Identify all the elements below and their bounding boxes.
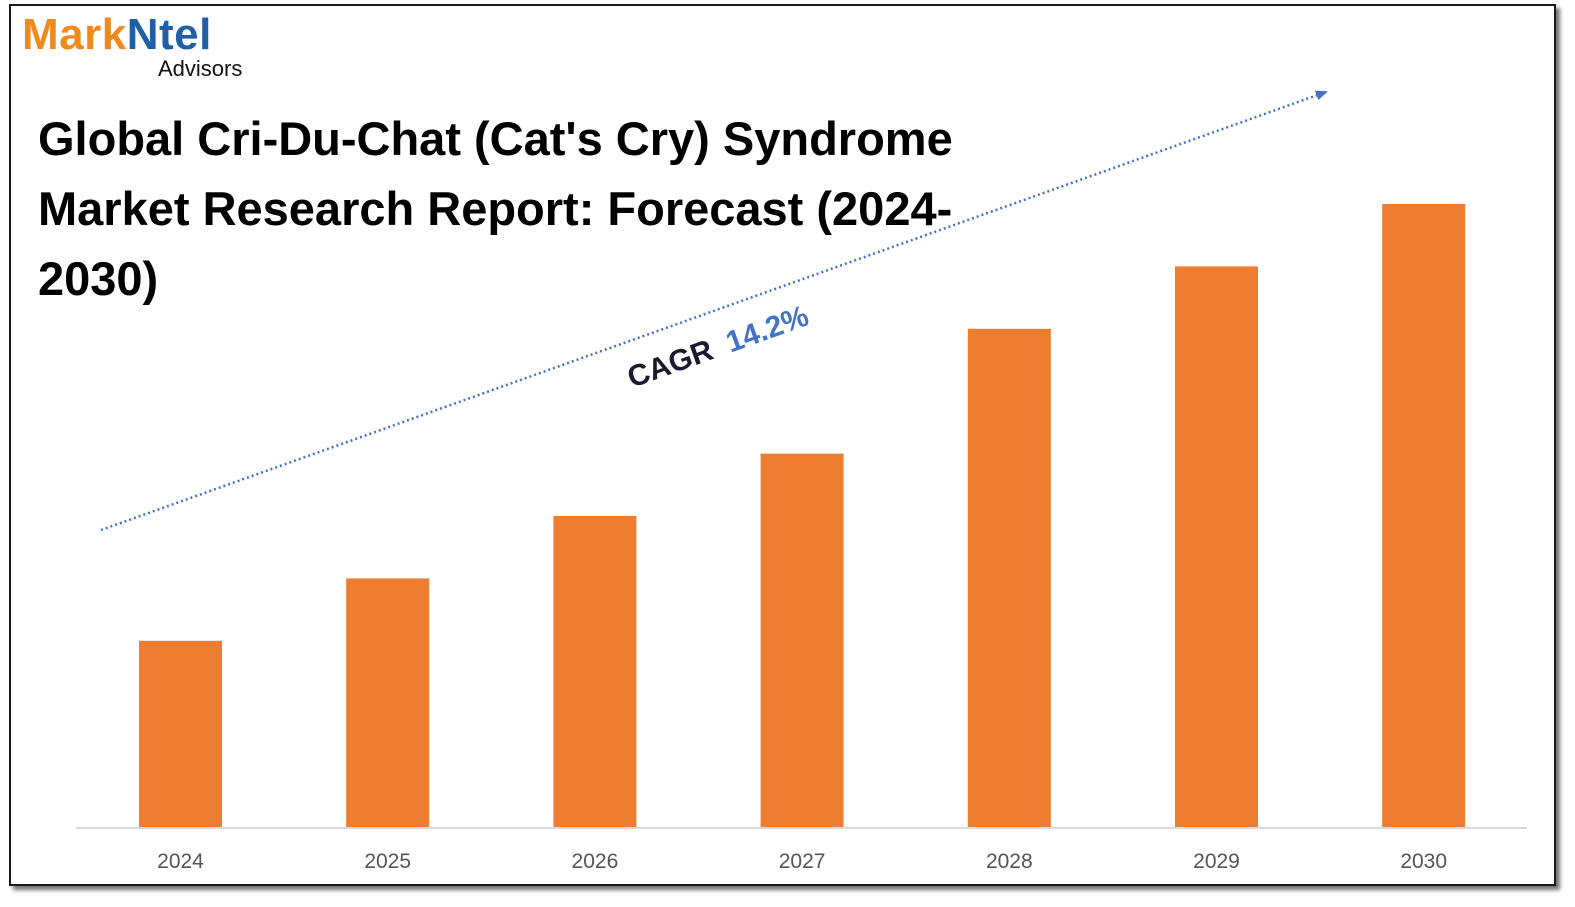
marknitel-logo: MarkNtel Advisors [22,10,242,81]
x-tick-labels: 2024 2025 2026 2027 2028 2029 2030 [157,850,1447,873]
cagr-value: 14.2% [722,300,813,360]
bar-2029 [1175,266,1258,828]
logo-wordmark: MarkNtel [22,10,212,60]
bar-2025 [346,578,430,828]
x-tick-label-2026: 2026 [572,850,619,873]
x-tick-label-2024: 2024 [157,850,204,873]
x-tick-label-2025: 2025 [364,850,411,873]
x-tick-label-2029: 2029 [1193,850,1240,873]
cagr-label: CAGR [623,334,718,395]
x-tick-label-2030: 2030 [1400,850,1447,873]
logo-ntel-text: Ntel [126,10,212,59]
bar-2027 [760,453,844,828]
bars-group [139,204,1466,828]
cagr-trend-arrow [100,90,1328,532]
cagr-annotation: CAGR 14.2% [623,300,813,395]
logo-subtitle: Advisors [158,56,243,81]
logo-mark-text: Mark [22,10,127,59]
bar-2024 [139,640,222,828]
x-tick-label-2027: 2027 [779,850,826,873]
bar-2028 [967,328,1051,828]
bar-2026 [553,516,637,828]
bar-2030 [1382,204,1466,828]
chart-title: Global Cri-Du-Chat (Cat's Cry) Syndrome … [38,112,953,305]
x-tick-label-2028: 2028 [986,850,1033,873]
